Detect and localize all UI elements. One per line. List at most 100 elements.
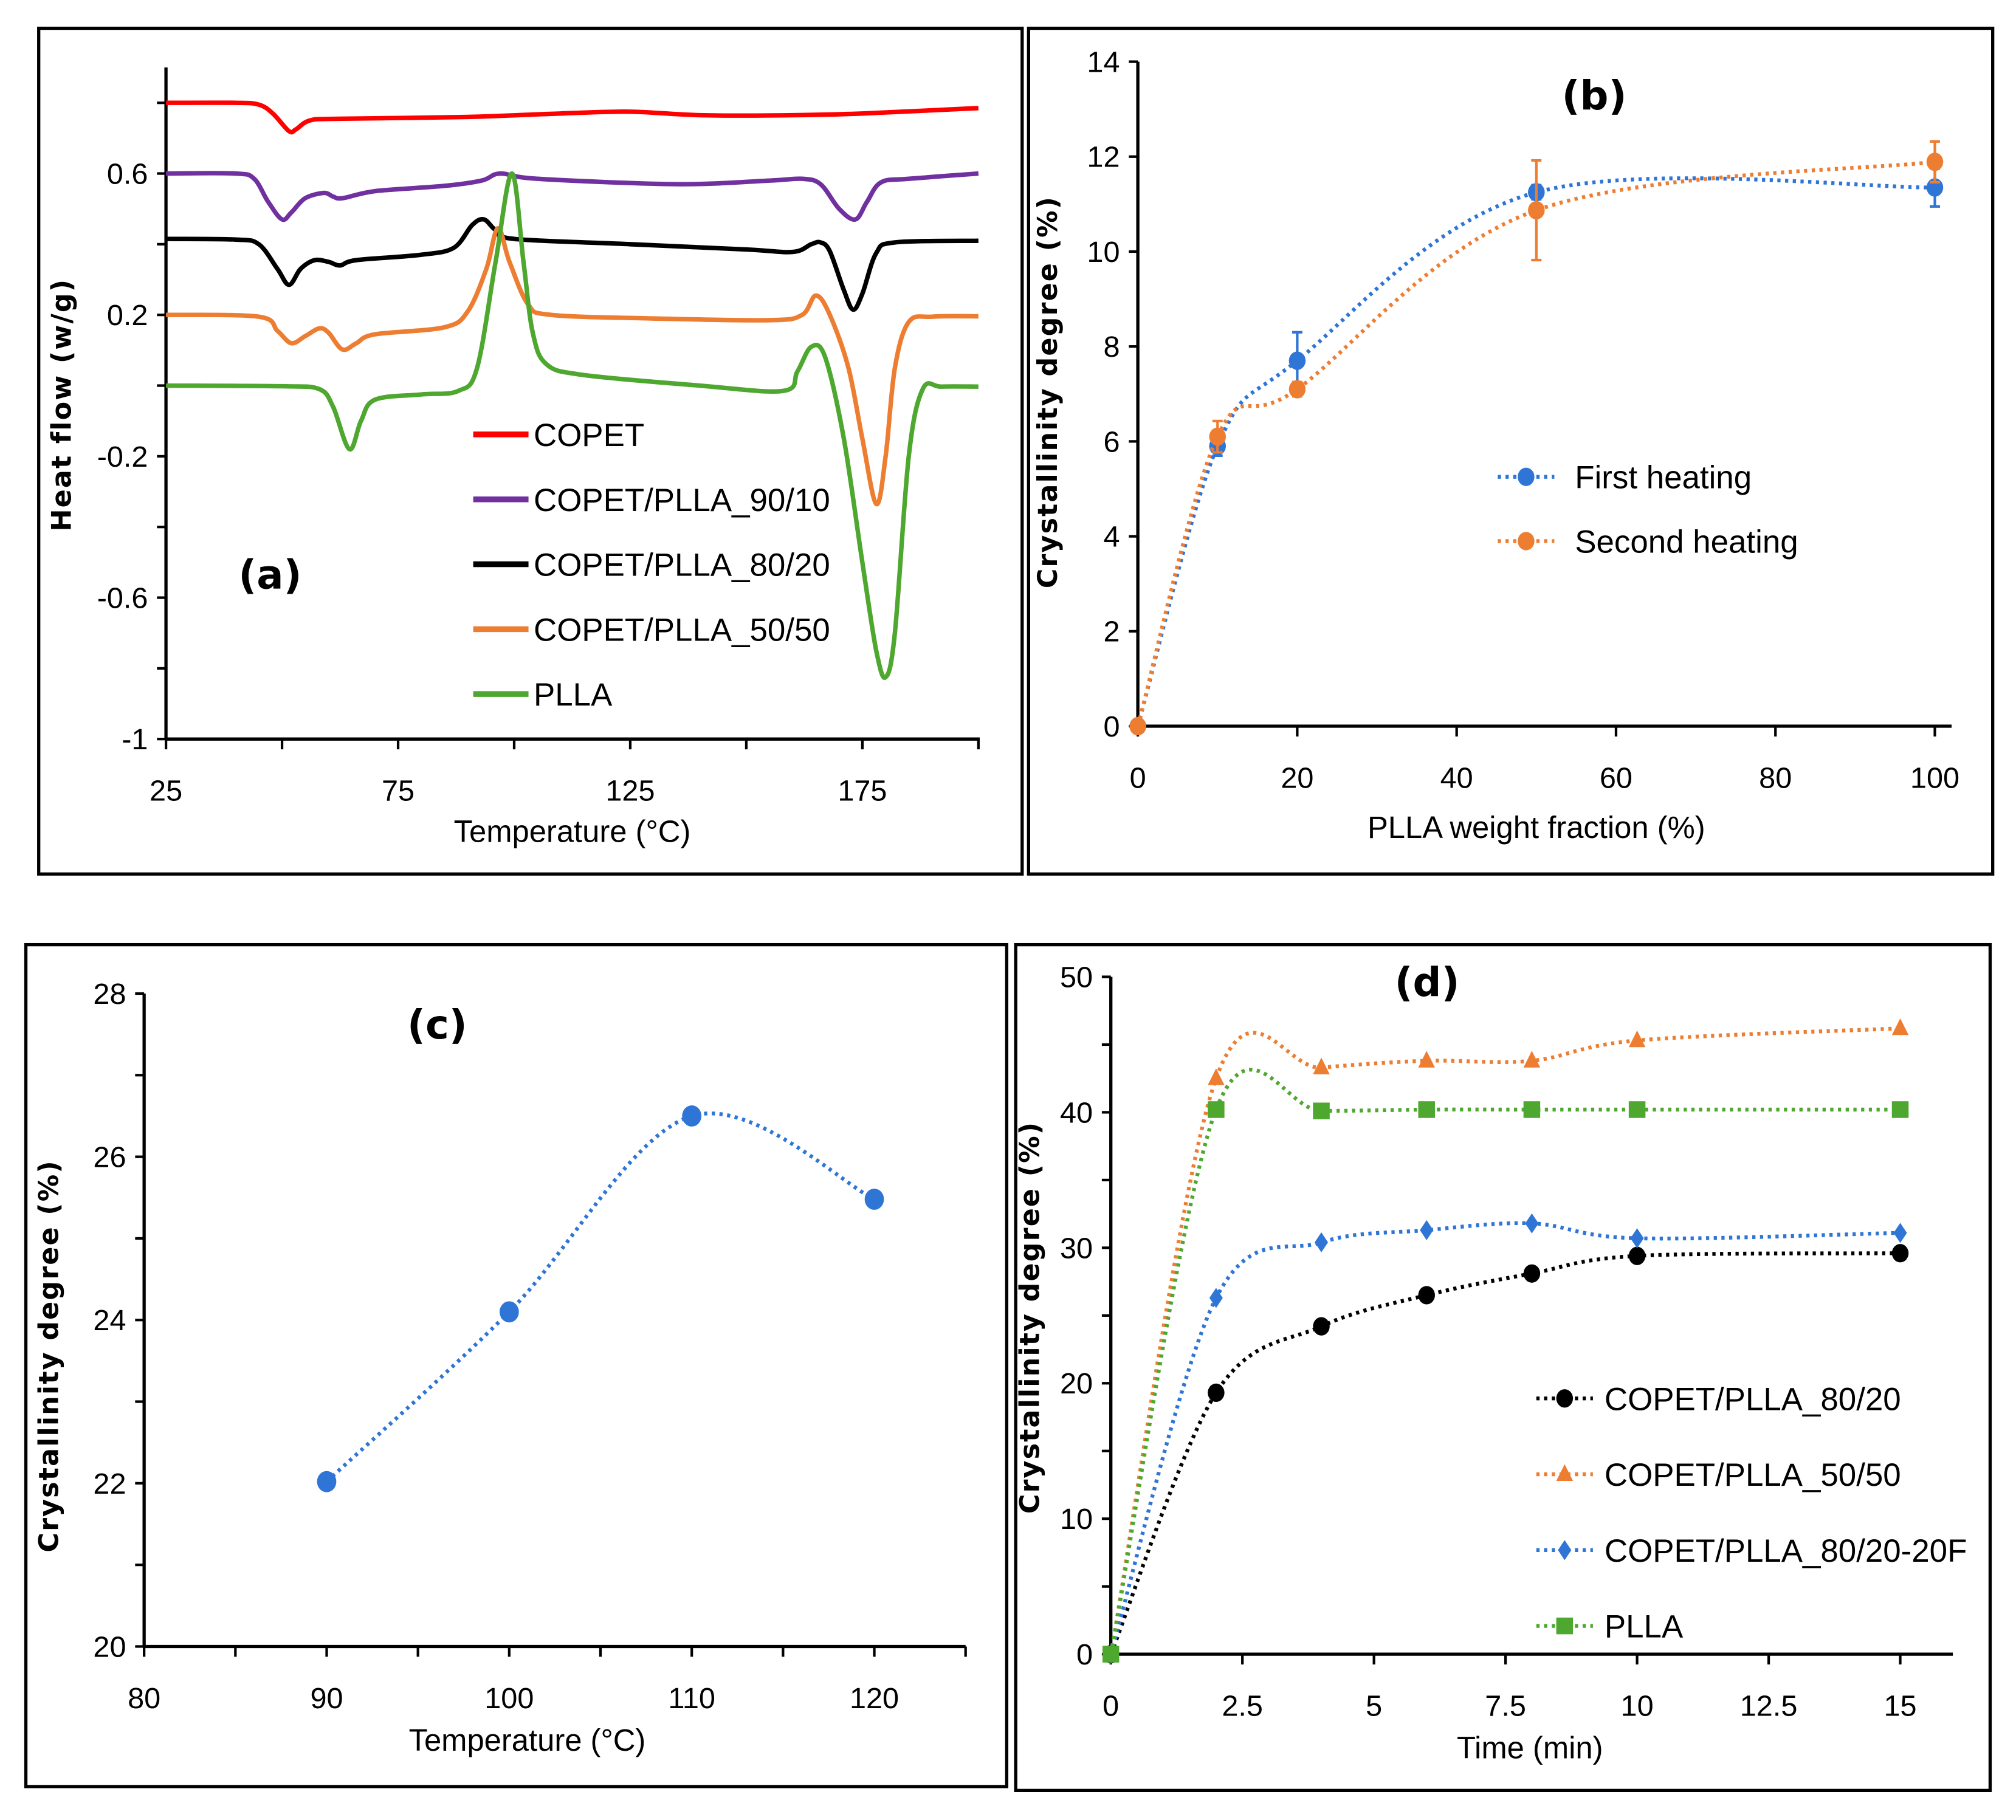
y-axis-title: Crystallinity degree (%) <box>1014 1121 1045 1514</box>
legend-label: First heating <box>1575 460 1752 496</box>
legend-label: COPET/PLLA_90/10 <box>534 482 830 518</box>
data-point <box>1288 351 1306 370</box>
data-point <box>1523 1101 1541 1118</box>
series-line <box>1109 1221 1901 1655</box>
x-tick-label: 80 <box>128 1682 160 1715</box>
data-point <box>1891 1018 1909 1035</box>
y-tick-label: 50 <box>1060 961 1093 994</box>
legend-label: COPET/PLLA_80/20 <box>534 548 830 583</box>
legend-marker <box>1558 1540 1572 1561</box>
data-point <box>1313 1102 1330 1119</box>
data-point <box>1630 1228 1644 1249</box>
data-point <box>1523 1264 1541 1283</box>
data-point <box>1209 427 1226 446</box>
panel-label: (a) <box>238 552 301 599</box>
x-axis-title: Time (min) <box>1457 1730 1603 1765</box>
data-point <box>1208 1101 1225 1118</box>
panel-b-crystallinity-vs-fraction-chart: 0 20 40 60 80 100 0 2 4 6 8 10 12 14 PLLA weight fract… <box>1027 26 1995 876</box>
panel-a-heat-flow-chart: 25 75 125 175 -1 -0.6 -0.2 0.2 0.6 Temperature (°… <box>37 26 1024 876</box>
y-tick-label: 26 <box>93 1141 126 1174</box>
y-tick-label: 12 <box>1087 141 1120 174</box>
series-line <box>166 171 979 222</box>
series-line <box>1136 160 1935 727</box>
series-first-heating: First heating <box>1129 167 1944 736</box>
x-tick-label: 15 <box>1884 1690 1916 1723</box>
x-axis-title: Temperature (°C) <box>454 814 691 848</box>
data-point <box>1313 1317 1330 1336</box>
data-point <box>1628 1101 1646 1118</box>
y-tick-label: 0.6 <box>107 157 148 190</box>
y-tick-label: 22 <box>93 1468 126 1500</box>
panel-frame <box>1027 26 1995 876</box>
y-axis-title: Crystallinity degree (%) <box>33 1159 64 1552</box>
x-tick-label: 60 <box>1600 762 1632 795</box>
x-tick-label: 25 <box>150 775 182 808</box>
panel-d-crystallinity-vs-time-chart: 0 2.5 5 7.5 10 12.5 15 0 10 20 30 40 50 Time (min) Cry… <box>1014 943 1992 1792</box>
x-tick-label: 80 <box>1759 762 1792 795</box>
x-tick-label: 12.5 <box>1740 1690 1798 1723</box>
panel-frame <box>37 26 1024 876</box>
legend-label: COPET <box>534 417 644 453</box>
data-point <box>864 1188 884 1210</box>
x-axis-title: PLLA weight fraction (%) <box>1368 810 1705 845</box>
series-copet-plla-50-50: COPET/PLLA_50/50 <box>1102 1018 1909 1661</box>
legend-marker <box>1518 532 1535 551</box>
panel-frame <box>24 943 1009 1788</box>
series-copet-plla-90-10: COPET/PLLA_90/10 <box>166 171 979 518</box>
x-tick-label: 0 <box>1103 1690 1119 1723</box>
y-tick-label: 28 <box>93 978 126 1011</box>
x-tick-label: 7.5 <box>1485 1690 1526 1723</box>
data-point <box>1313 1057 1330 1074</box>
legend-label: COPET/PLLA_50/50 <box>1605 1457 1901 1493</box>
y-axis-title: Heat flow (w/g) <box>47 278 78 532</box>
data-point <box>1628 1030 1646 1048</box>
data-point <box>499 1301 519 1323</box>
data-point <box>1418 1051 1435 1068</box>
legend-label: COPET/PLLA_80/20 <box>1605 1381 1901 1417</box>
x-tick-label: 110 <box>668 1682 715 1715</box>
y-tick-label: 0 <box>1076 1638 1093 1671</box>
data-point <box>1628 1246 1646 1265</box>
x-tick-label: 0 <box>1130 762 1146 795</box>
y-tick-label: -0.2 <box>97 441 148 473</box>
y-tick-label: 0.2 <box>107 299 148 332</box>
legend-label: PLLA <box>1605 1609 1684 1645</box>
legend-label: COPET/PLLA_80/20-20F <box>1605 1533 1967 1569</box>
y-tick-label: 2 <box>1103 616 1120 648</box>
data-point <box>1523 1051 1541 1068</box>
data-point <box>1288 380 1306 399</box>
data-point <box>1418 1286 1435 1305</box>
series-plla: PLLA <box>166 171 979 713</box>
y-axis-title: Crystallinity degree (%) <box>1033 196 1064 588</box>
data-point <box>1891 1244 1909 1263</box>
y-tick-label: 20 <box>93 1630 126 1663</box>
data-point <box>317 1471 337 1492</box>
x-tick-label: 175 <box>838 775 887 808</box>
data-point <box>1525 1213 1539 1234</box>
y-tick-label: 20 <box>1060 1367 1093 1400</box>
x-tick-label: 100 <box>484 1682 534 1715</box>
series-copet: COPET <box>166 100 979 453</box>
data-point <box>1891 1101 1909 1118</box>
y-tick-label: 10 <box>1087 236 1120 269</box>
series-line <box>325 1111 875 1483</box>
y-tick-label: 4 <box>1103 521 1120 554</box>
panel-label: (c) <box>407 1002 467 1048</box>
legend-marker <box>1518 467 1535 486</box>
y-tick-label: 24 <box>93 1304 126 1337</box>
legend-label: COPET/PLLA_50/50 <box>534 612 830 648</box>
y-tick-label: 0 <box>1103 710 1120 743</box>
data-point <box>1209 1288 1223 1308</box>
legend-marker <box>1556 1617 1574 1635</box>
data-point <box>1208 1383 1225 1403</box>
x-tick-label: 20 <box>1281 762 1313 795</box>
y-tick-label: 30 <box>1060 1232 1093 1265</box>
x-tick-label: 5 <box>1366 1690 1382 1723</box>
panel-frame <box>1014 943 1992 1792</box>
data-point <box>1420 1220 1434 1240</box>
x-tick-label: 90 <box>310 1682 343 1715</box>
x-tick-label: 100 <box>1910 762 1959 795</box>
panel-c-crystallinity-vs-temperature-chart: 80 90 100 110 120 20 22 24 26 28 Temperature (°C) C… <box>24 943 1009 1788</box>
y-tick-label: 40 <box>1060 1096 1093 1129</box>
